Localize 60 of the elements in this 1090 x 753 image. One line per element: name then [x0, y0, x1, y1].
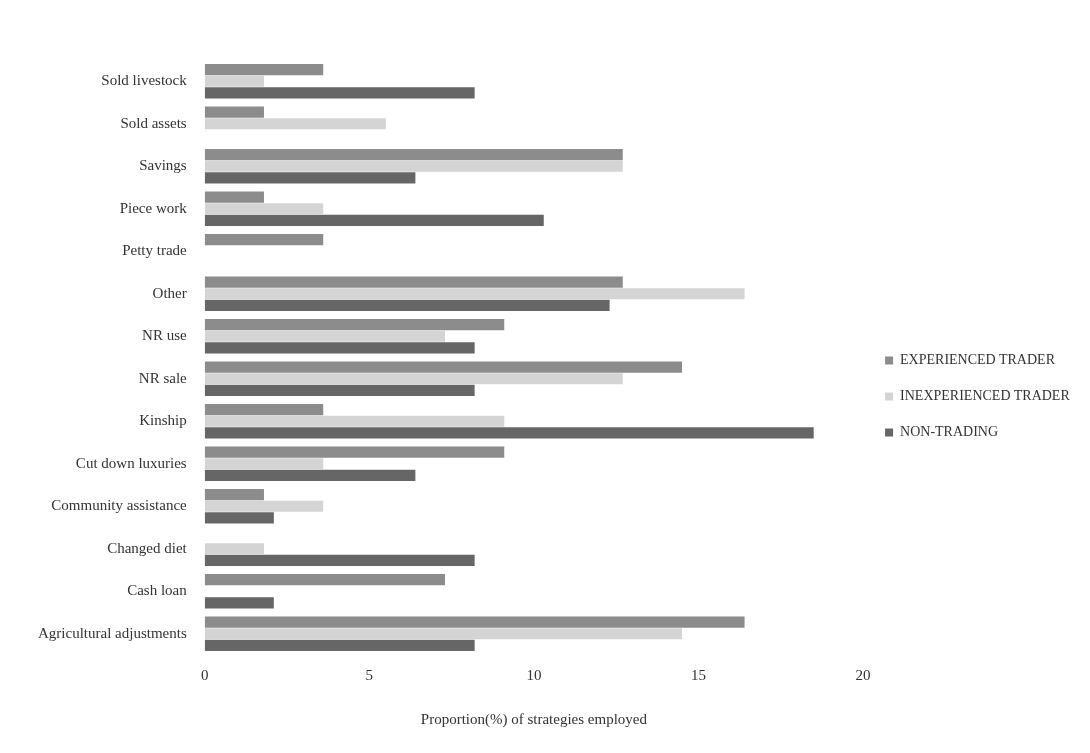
bar — [204, 458, 324, 470]
legend-label: INEXPERIENCED TRADER — [900, 388, 1071, 404]
bar — [204, 299, 610, 311]
y-tick-label: Kinship — [139, 412, 187, 429]
x-axis-title: Proportion(%) of strategies employed — [420, 710, 648, 728]
bar — [204, 172, 416, 184]
bar — [204, 639, 475, 651]
y-tick-label: NR use — [142, 327, 188, 344]
bar — [204, 288, 745, 300]
bar — [204, 191, 264, 203]
bar — [204, 87, 475, 99]
y-tick-label: NR sale — [138, 369, 188, 386]
bar — [204, 64, 324, 76]
bar — [204, 361, 683, 373]
y-tick-label: Savings — [139, 157, 187, 174]
y-tick-label: Petty trade — [122, 242, 188, 259]
bar — [204, 512, 274, 524]
bar — [204, 160, 623, 172]
y-tick-label: Changed diet — [107, 539, 188, 556]
y-tick-label: Sold assets — [120, 114, 187, 131]
bar — [204, 446, 505, 458]
bar — [204, 404, 324, 416]
bar — [204, 149, 623, 161]
bar — [204, 330, 446, 342]
bar — [204, 415, 505, 427]
y-tick-label: Cash loan — [127, 582, 188, 599]
bar — [204, 500, 324, 512]
x-tick-label: 5 — [365, 666, 374, 683]
y-tick-label: Community assistance — [51, 497, 188, 514]
bar — [204, 118, 386, 130]
legend-label: EXPERIENCED TRADER — [900, 352, 1056, 368]
bar — [204, 342, 475, 354]
bar — [204, 384, 475, 396]
y-tick-label: Sold livestock — [101, 72, 188, 89]
bar — [204, 628, 683, 640]
bar — [204, 427, 814, 439]
x-tick-label: 20 — [855, 666, 871, 683]
bar — [204, 234, 324, 246]
legend-label: NON-TRADING — [900, 424, 999, 440]
bar — [204, 616, 745, 628]
bar — [204, 106, 264, 118]
bar — [204, 543, 264, 555]
bar — [204, 203, 324, 215]
bar — [204, 75, 264, 87]
bar — [204, 373, 623, 385]
bar — [204, 319, 505, 331]
y-tick-label: Cut down luxuries — [75, 454, 187, 471]
bar — [204, 489, 264, 501]
bar — [204, 469, 416, 481]
x-tick-label: 15 — [690, 666, 706, 683]
x-tick-label: 0 — [200, 666, 209, 683]
x-tick-label: 10 — [526, 666, 542, 683]
bar — [204, 597, 274, 609]
bar — [204, 554, 475, 566]
y-tick-label: Agricultural adjustments — [38, 624, 187, 641]
bar — [204, 214, 544, 226]
bar — [204, 574, 446, 586]
y-tick-label: Piece work — [119, 199, 188, 216]
y-tick-label: Other — [152, 284, 187, 301]
bar — [204, 276, 623, 288]
